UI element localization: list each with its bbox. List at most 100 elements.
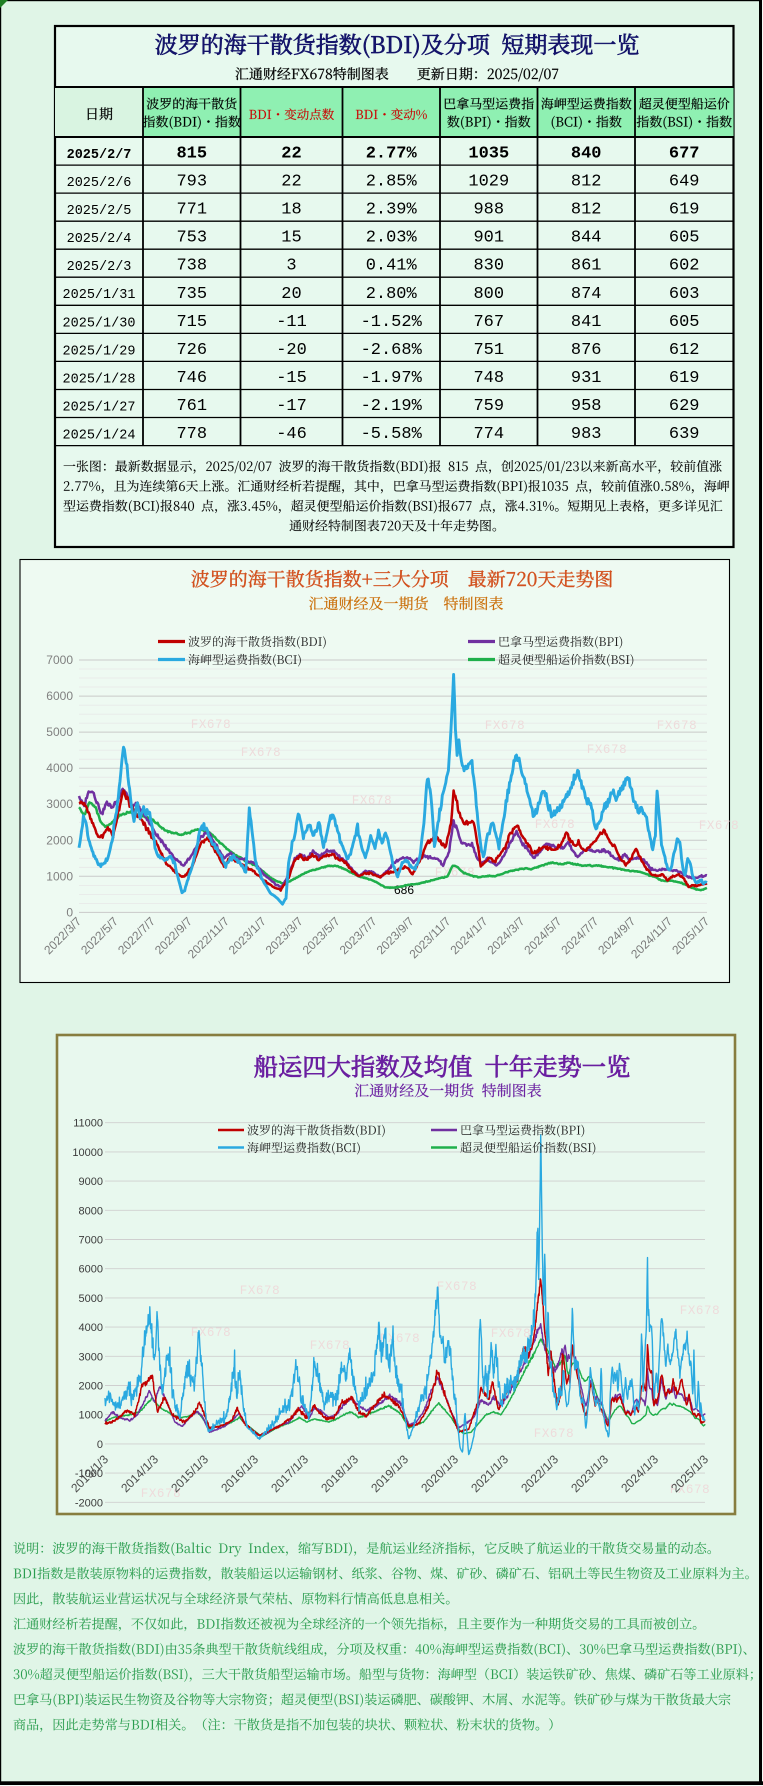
svg-text:759: 759 — [473, 397, 504, 416]
svg-text:-1.97%: -1.97% — [361, 369, 423, 388]
svg-text:2.80%: 2.80% — [366, 285, 418, 304]
svg-text:3000: 3000 — [46, 797, 73, 811]
svg-text:1000: 1000 — [79, 1410, 103, 1422]
svg-text:-11: -11 — [276, 313, 307, 332]
svg-text:778: 778 — [176, 425, 207, 444]
svg-text:FX678: FX678 — [485, 719, 526, 733]
svg-text:2025/2/6: 2025/2/6 — [67, 176, 132, 191]
svg-text:-2.68%: -2.68% — [361, 341, 423, 360]
svg-text:761: 761 — [176, 397, 207, 416]
svg-text:-1000: -1000 — [75, 1468, 103, 1480]
svg-text:FX678: FX678 — [535, 818, 576, 832]
svg-text:861: 861 — [571, 257, 602, 276]
svg-text:-2000: -2000 — [75, 1497, 103, 1509]
svg-text:767: 767 — [473, 313, 504, 332]
svg-text:FX678: FX678 — [534, 1427, 575, 1441]
svg-text:0.41%: 0.41% — [366, 257, 418, 276]
svg-text:4000: 4000 — [46, 761, 73, 775]
svg-text:-46: -46 — [276, 425, 307, 444]
svg-text:FX678: FX678 — [191, 718, 232, 732]
svg-text:6000: 6000 — [79, 1264, 103, 1276]
svg-text:715: 715 — [176, 313, 207, 332]
svg-text:3: 3 — [286, 257, 296, 276]
svg-text:6000: 6000 — [46, 689, 73, 703]
svg-text:812: 812 — [571, 201, 602, 220]
svg-text:-5.58%: -5.58% — [361, 425, 423, 444]
svg-text:2025/2/4: 2025/2/4 — [67, 232, 132, 247]
svg-text:15: 15 — [281, 229, 301, 248]
svg-text:748: 748 — [473, 369, 504, 388]
svg-text:2000: 2000 — [79, 1381, 103, 1393]
svg-text:2025/1/24: 2025/1/24 — [63, 429, 136, 444]
svg-text:0: 0 — [66, 905, 73, 919]
svg-text:22: 22 — [281, 145, 301, 164]
svg-text:2025/1/28: 2025/1/28 — [63, 372, 136, 387]
svg-text:FX678: FX678 — [657, 719, 698, 733]
svg-text:649: 649 — [669, 173, 700, 192]
svg-text:5000: 5000 — [46, 725, 73, 739]
svg-text:677: 677 — [669, 145, 700, 164]
svg-text:3000: 3000 — [79, 1351, 103, 1363]
svg-text:1029: 1029 — [468, 173, 509, 192]
svg-text:2.77%: 2.77% — [366, 145, 418, 164]
svg-text:2025/1/29: 2025/1/29 — [63, 344, 136, 359]
svg-text:FX678: FX678 — [191, 1326, 232, 1340]
svg-text:18: 18 — [281, 201, 301, 220]
svg-text:793: 793 — [176, 173, 207, 192]
svg-text:FX678: FX678 — [670, 1483, 711, 1497]
svg-text:958: 958 — [571, 397, 602, 416]
svg-text:22: 22 — [281, 173, 301, 192]
svg-text:FX678: FX678 — [310, 1339, 351, 1353]
svg-text:20: 20 — [281, 285, 301, 304]
svg-text:10000: 10000 — [72, 1147, 103, 1159]
svg-text:1035: 1035 — [468, 145, 509, 164]
svg-text:4000: 4000 — [79, 1322, 103, 1334]
svg-text:FX678: FX678 — [240, 1284, 281, 1298]
svg-text:FX678: FX678 — [587, 743, 628, 757]
svg-text:-2.19%: -2.19% — [361, 397, 423, 416]
svg-text:FX678: FX678 — [680, 1304, 721, 1318]
svg-text:2000: 2000 — [46, 833, 73, 847]
svg-text:840: 840 — [571, 145, 602, 164]
svg-text:751: 751 — [473, 341, 504, 360]
svg-text:2025/1/31: 2025/1/31 — [63, 288, 136, 303]
svg-text:815: 815 — [176, 145, 207, 164]
svg-text:9000: 9000 — [79, 1176, 103, 1188]
svg-text:FX678: FX678 — [352, 794, 393, 808]
svg-text:876: 876 — [571, 341, 602, 360]
svg-text:812: 812 — [571, 173, 602, 192]
svg-text:983: 983 — [571, 425, 602, 444]
svg-text:FX678: FX678 — [699, 819, 740, 833]
svg-text:-20: -20 — [276, 341, 307, 360]
svg-text:746: 746 — [176, 369, 207, 388]
svg-text:-17: -17 — [276, 397, 307, 416]
svg-text:2025/2/7: 2025/2/7 — [67, 148, 132, 163]
svg-text:771: 771 — [176, 201, 207, 220]
svg-text:800: 800 — [473, 285, 504, 304]
svg-text:FX678: FX678 — [437, 1280, 478, 1294]
svg-text:988: 988 — [473, 201, 504, 220]
svg-text:2.03%: 2.03% — [366, 229, 418, 248]
svg-text:774: 774 — [473, 425, 504, 444]
svg-text:726: 726 — [176, 341, 207, 360]
svg-text:629: 629 — [669, 397, 700, 416]
svg-text:619: 619 — [669, 201, 700, 220]
svg-text:FX678: FX678 — [141, 1487, 182, 1501]
svg-text:2025/2/3: 2025/2/3 — [67, 260, 132, 275]
svg-text:5000: 5000 — [79, 1293, 103, 1305]
svg-text:FX678: FX678 — [491, 1327, 532, 1341]
svg-text:FX678: FX678 — [380, 1332, 421, 1346]
svg-text:619: 619 — [669, 369, 700, 388]
svg-text:2.85%: 2.85% — [366, 173, 418, 192]
svg-text:931: 931 — [571, 369, 602, 388]
svg-text:753: 753 — [176, 229, 207, 248]
svg-text:874: 874 — [571, 285, 602, 304]
svg-text:639: 639 — [669, 425, 700, 444]
svg-text:612: 612 — [669, 341, 700, 360]
svg-text:844: 844 — [571, 229, 602, 248]
svg-text:FX678: FX678 — [241, 746, 282, 760]
svg-text:-15: -15 — [276, 369, 307, 388]
svg-text:2025/2/5: 2025/2/5 — [67, 204, 132, 219]
svg-text:7000: 7000 — [79, 1235, 103, 1247]
svg-text:735: 735 — [176, 285, 207, 304]
